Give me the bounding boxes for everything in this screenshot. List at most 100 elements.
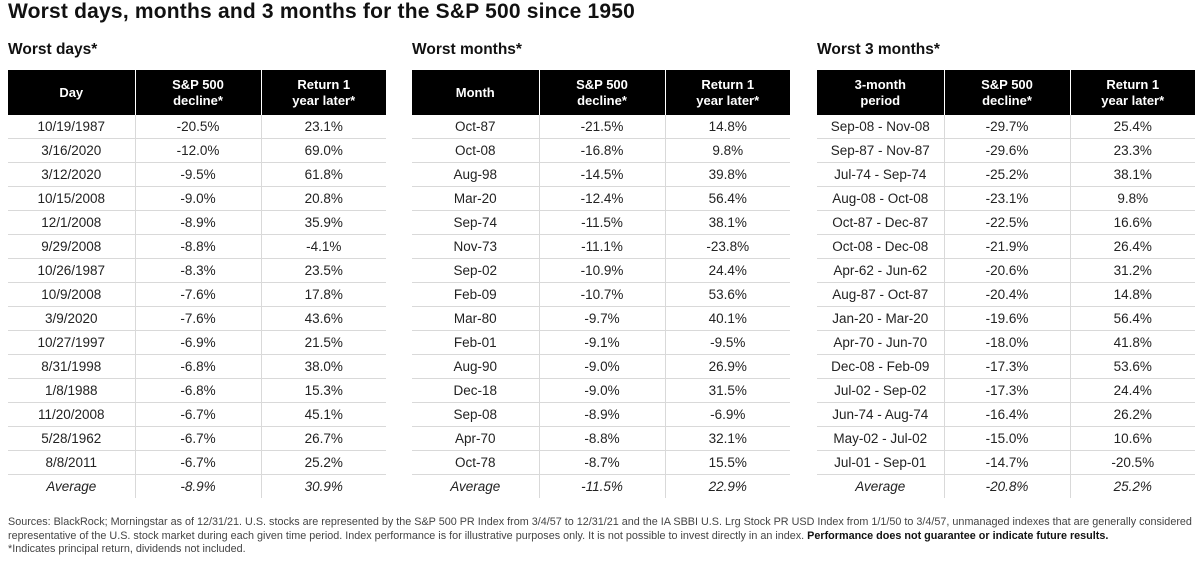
table-row: 11/20/2008 -6.7% 45.1%: [8, 402, 386, 427]
table-row: Apr-62 - Jun-62 -20.6% 31.2%: [817, 258, 1195, 283]
table-cell: 69.0%: [260, 138, 386, 163]
table-cell: -25.2%: [943, 162, 1070, 187]
table-cell: 10/19/1987: [8, 115, 135, 139]
table-cell: 38.0%: [260, 354, 386, 379]
table-cell: -29.6%: [943, 138, 1070, 163]
table-row: Apr-70 - Jun-70 -18.0% 41.8%: [817, 330, 1195, 355]
worst-months-panel: Worst months* Month S&P 500 decline* Retur…: [412, 40, 790, 498]
table-cell: -16.8%: [538, 138, 665, 163]
table-row: Aug-87 - Oct-87 -20.4% 14.8%: [817, 282, 1195, 307]
table-cell: 23.5%: [260, 258, 386, 283]
table-cell: 24.4%: [664, 258, 790, 283]
table-cell: Dec-08 - Feb-09: [817, 354, 944, 379]
footnote-asterisk: *Indicates principal return, dividends n…: [8, 543, 246, 555]
table-cell: 17.8%: [260, 282, 386, 307]
table-cell: -10.7%: [538, 282, 665, 307]
table-cell: -9.5%: [134, 162, 261, 187]
table-row: 1/8/1988 -6.8% 15.3%: [8, 378, 386, 403]
table-cell: -29.7%: [943, 115, 1070, 139]
table-row: Sep-08 - Nov-08 -29.7% 25.4%: [817, 115, 1195, 139]
table-cell: 43.6%: [260, 306, 386, 331]
table-cell: 8/31/1998: [8, 354, 135, 379]
table-cell: 1/8/1988: [8, 378, 135, 403]
average-cell: 25.2%: [1069, 474, 1195, 498]
table-row: Jan-20 - Mar-20 -19.6% 56.4%: [817, 306, 1195, 331]
table-cell: 10/27/1997: [8, 330, 135, 355]
table-cell: -12.4%: [538, 186, 665, 211]
table-cell: -8.9%: [538, 402, 665, 427]
table-cell: Jul-02 - Sep-02: [817, 378, 944, 403]
table-cell: -21.9%: [943, 234, 1070, 259]
worst-days-panel: Worst days* Day S&P 500 decline* Return 1 …: [8, 40, 386, 498]
table-cell: Dec-18: [412, 378, 539, 403]
table-cell: 61.8%: [260, 162, 386, 187]
table-cell: Mar-20: [412, 186, 539, 211]
table-cell: -8.3%: [134, 258, 261, 283]
table-cell: 5/28/1962: [8, 426, 135, 451]
table-row: Sep-02 -10.9% 24.4%: [412, 258, 790, 283]
table-cell: Jul-74 - Sep-74: [817, 162, 944, 187]
table-cell: 25.2%: [260, 450, 386, 475]
footnote-sources: Sources: BlackRock; Morningstar as of 12…: [8, 516, 1192, 542]
table-row: Oct-08 - Dec-08 -21.9% 26.4%: [817, 234, 1195, 259]
table-row: Feb-09 -10.7% 53.6%: [412, 282, 790, 307]
table-cell: Sep-87 - Nov-87: [817, 138, 944, 163]
table-cell: -8.9%: [134, 210, 261, 235]
table-cell: 3/12/2020: [8, 162, 135, 187]
table-row: Oct-87 - Dec-87 -22.5% 16.6%: [817, 210, 1195, 235]
table-cell: -15.0%: [943, 426, 1070, 451]
table-cell: -18.0%: [943, 330, 1070, 355]
table-row: 9/29/2008 -8.8% -4.1%: [8, 234, 386, 259]
table-cell: Oct-87 - Dec-87: [817, 210, 944, 235]
table-cell: -9.0%: [134, 186, 261, 211]
table-row: Sep-87 - Nov-87 -29.6% 23.3%: [817, 138, 1195, 163]
table-cell: Apr-70: [412, 426, 539, 451]
table-row: 10/9/2008 -7.6% 17.8%: [8, 282, 386, 307]
table-row: 10/26/1987 -8.3% 23.5%: [8, 258, 386, 283]
column-header: Return 1 year later*: [260, 70, 386, 115]
table-cell: -6.8%: [134, 354, 261, 379]
table-cell: Aug-87 - Oct-87: [817, 282, 944, 307]
panel-title: Worst months*: [412, 41, 522, 58]
table-cell: 39.8%: [664, 162, 790, 187]
panel-title: Worst days*: [8, 41, 98, 58]
table-cell: Nov-73: [412, 234, 539, 259]
table-row: May-02 - Jul-02 -15.0% 10.6%: [817, 426, 1195, 451]
table-cell: 3/16/2020: [8, 138, 135, 163]
table-cell: 12/1/2008: [8, 210, 135, 235]
table-cell: 45.1%: [260, 402, 386, 427]
table-cell: 25.4%: [1069, 115, 1195, 139]
page-title: Worst days, months and 3 months for the …: [8, 0, 636, 23]
table-row: Sep-74 -11.5% 38.1%: [412, 210, 790, 235]
panel-title: Worst 3 months*: [817, 41, 940, 58]
table-cell: 24.4%: [1069, 378, 1195, 403]
table-cell: Oct-78: [412, 450, 539, 475]
table-cell: 8/8/2011: [8, 450, 135, 475]
table-row: Oct-87 -21.5% 14.8%: [412, 115, 790, 139]
table-cell: -9.7%: [538, 306, 665, 331]
table-cell: -16.4%: [943, 402, 1070, 427]
table-cell: -11.1%: [538, 234, 665, 259]
average-cell: -20.8%: [943, 474, 1070, 498]
table-cell: -9.5%: [664, 330, 790, 355]
table-row: Nov-73 -11.1% -23.8%: [412, 234, 790, 259]
table-cell: 23.1%: [260, 115, 386, 139]
table-row: 10/27/1997 -6.9% 21.5%: [8, 330, 386, 355]
table-cell: 10.6%: [1069, 426, 1195, 451]
table-row: Mar-80 -9.7% 40.1%: [412, 306, 790, 331]
table-cell: -23.8%: [664, 234, 790, 259]
table-cell: -7.6%: [134, 282, 261, 307]
table-cell: -11.5%: [538, 210, 665, 235]
table-cell: -6.7%: [134, 426, 261, 451]
footnote-disclaimer: Performance does not guarantee or indica…: [807, 529, 1109, 542]
table-cell: Feb-09: [412, 282, 539, 307]
table-cell: 41.8%: [1069, 330, 1195, 355]
table-row: Dec-18 -9.0% 31.5%: [412, 378, 790, 403]
table-cell: 31.5%: [664, 378, 790, 403]
worst-3-months-panel: Worst 3 months* 3-month period S&P 500 de…: [817, 40, 1195, 498]
average-cell: 22.9%: [664, 474, 790, 498]
average-row: Average -11.5% 22.9%: [412, 474, 790, 498]
data-table: Month S&P 500 decline* Return 1 year later…: [412, 70, 790, 498]
table-row: Aug-98 -14.5% 39.8%: [412, 162, 790, 187]
table-row: Aug-08 - Oct-08 -23.1% 9.8%: [817, 186, 1195, 211]
